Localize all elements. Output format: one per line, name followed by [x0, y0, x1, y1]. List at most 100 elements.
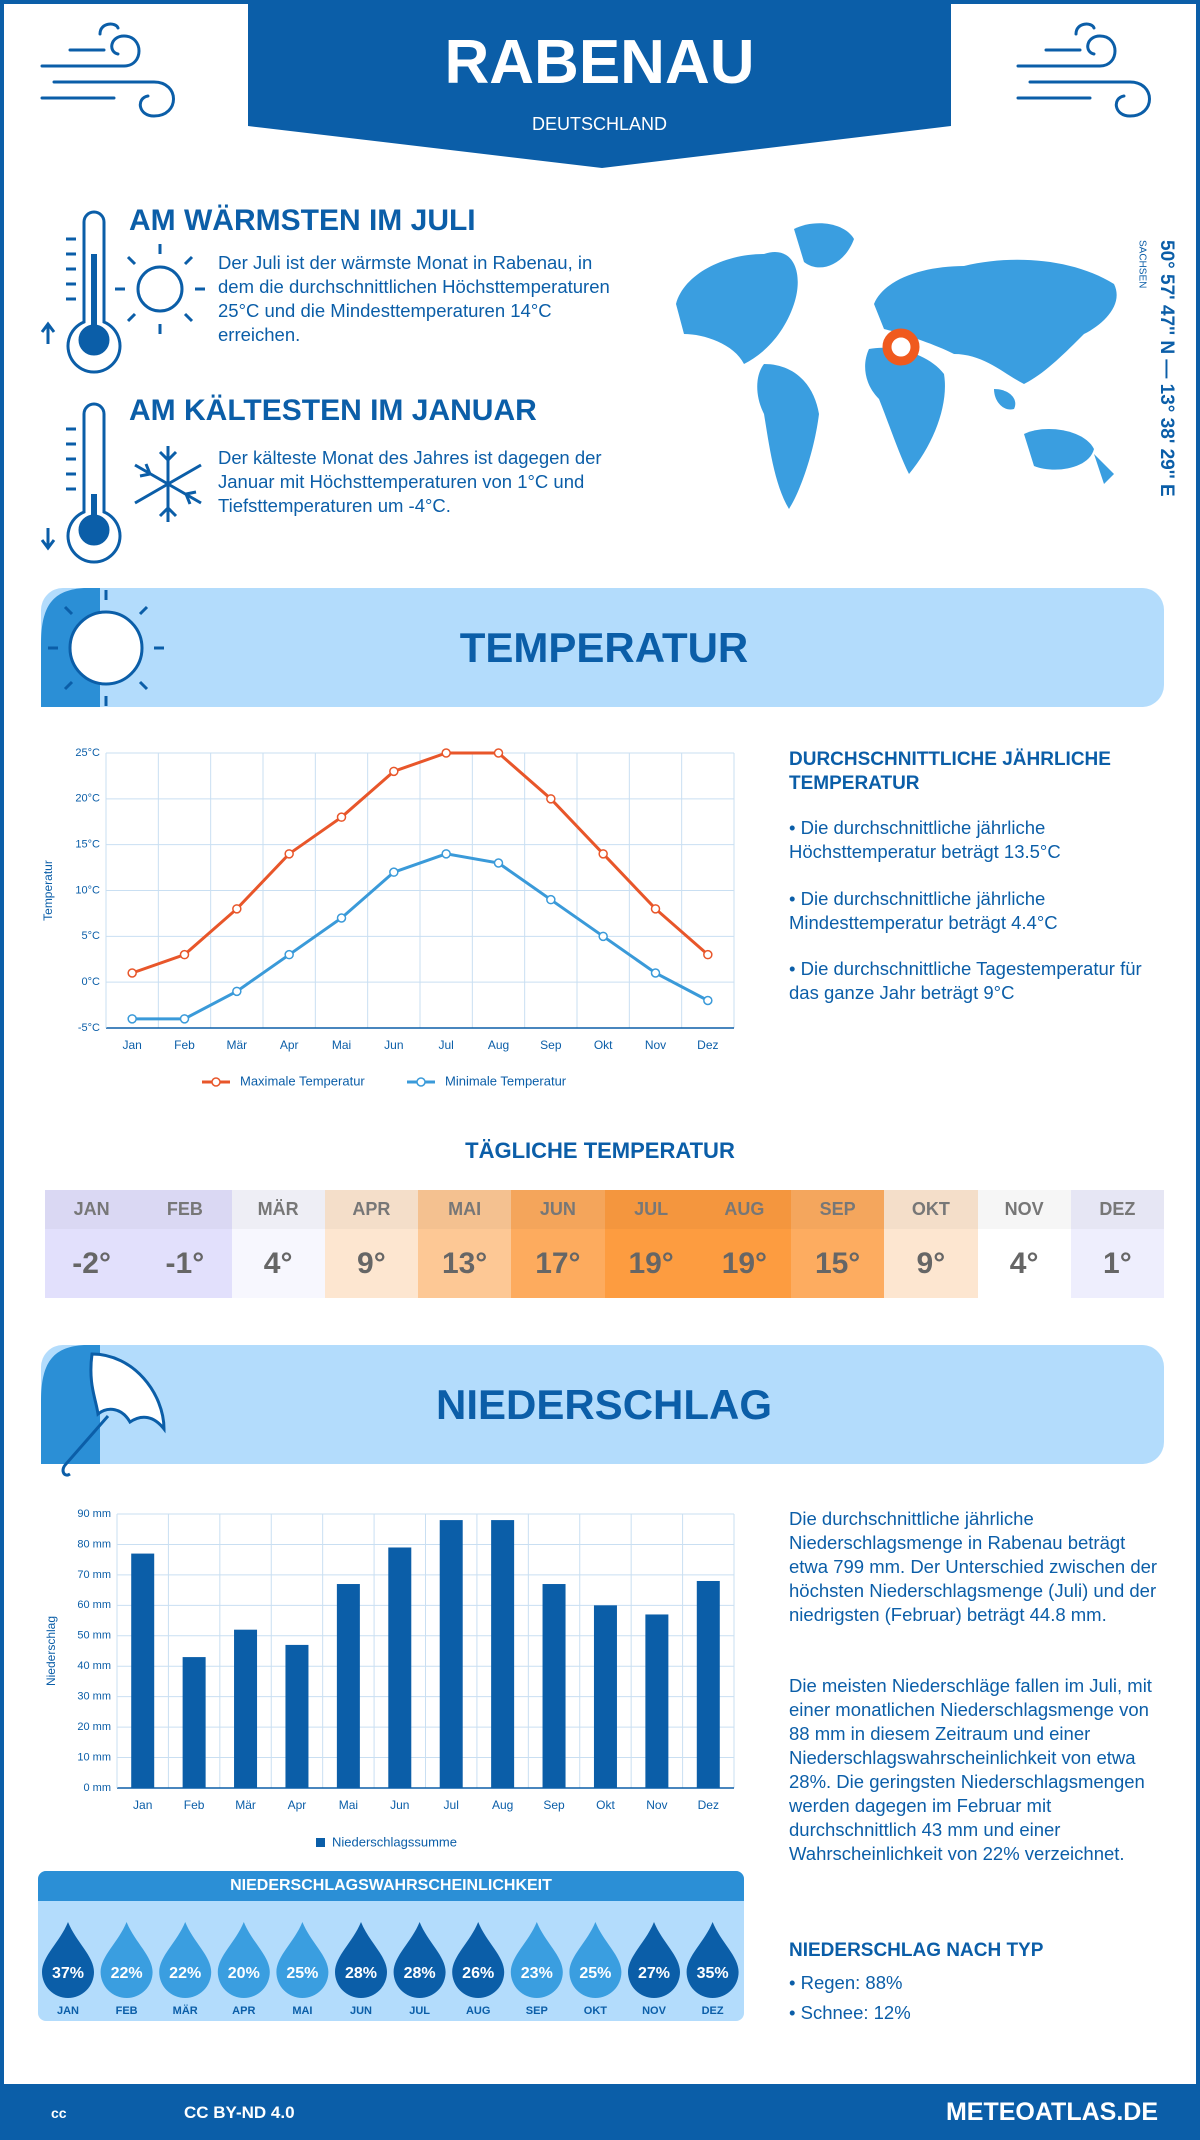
- point: [389, 766, 399, 777]
- x-tick-label: Jul: [444, 1798, 459, 1812]
- probability-month: SEP: [526, 2005, 548, 2017]
- rain-drop: [569, 1922, 622, 1999]
- temperature-summary-title: DURCHSCHNITTLICHE JÄHRLICHE TEMPERATUR: [789, 749, 1111, 794]
- warmest-text: Der Juli ist der wärmste Monat in Rabena…: [218, 252, 610, 345]
- point: [598, 849, 608, 859]
- rain-drop: [100, 1922, 153, 1999]
- y-tick-label: 80 mm: [77, 1538, 111, 1550]
- location-marker: [882, 328, 920, 366]
- month-label: FEB: [138, 1190, 232, 1229]
- y-tick-label: 30 mm: [77, 1691, 111, 1703]
- daily-column: JUN 17°: [511, 1190, 605, 1298]
- probability-month: DEZ: [702, 2005, 724, 2017]
- legend-swatch: [316, 1838, 325, 1847]
- daily-value: 13°: [441, 1246, 488, 1280]
- daily-column: APR 9°: [324, 1190, 418, 1298]
- bar: [285, 1644, 309, 1788]
- rain-drop: [686, 1922, 739, 1999]
- daily-column: NOV 4°: [977, 1190, 1071, 1298]
- probability-month: JUL: [409, 2005, 430, 2017]
- point: [493, 748, 504, 758]
- bar: [131, 1553, 155, 1788]
- legend-marker: [211, 1077, 221, 1087]
- city-title: RABENAU: [444, 28, 755, 97]
- y-tick-label: -5°C: [78, 1022, 100, 1034]
- x-tick-label: Aug: [492, 1798, 513, 1812]
- footer: [4, 2084, 1196, 2136]
- month-label: NOV: [977, 1190, 1071, 1229]
- point: [598, 931, 608, 942]
- daily-column: JUL 19°: [604, 1190, 698, 1298]
- point: [441, 849, 451, 859]
- bar: [182, 1657, 206, 1788]
- probability-value: 28%: [345, 1965, 377, 1982]
- wind-icon: [40, 22, 175, 118]
- x-tick-label: Nov: [645, 1038, 666, 1052]
- point: [232, 904, 242, 914]
- probability-value: 25%: [286, 1965, 318, 1982]
- probability-month: JUN: [350, 2005, 372, 2017]
- rain-drop: [217, 1922, 270, 1998]
- x-tick-label: Mai: [339, 1798, 358, 1812]
- precipitation-banner: [41, 1345, 1164, 1464]
- y-tick-label: 0°C: [82, 976, 101, 988]
- point: [650, 904, 661, 914]
- graphics: 37% JAN 22% FEB 22% MÄR 20% APR 25% MAI 28% JUN 28% J…: [38, 4, 1164, 2130]
- daily-column: JAN -2°: [45, 1190, 139, 1298]
- x-tick-label: Feb: [184, 1798, 205, 1812]
- precipitation-text: Die durchschnittliche jährliche Niedersc…: [789, 1508, 1158, 1625]
- legend-label: Maximale Temperatur: [240, 1073, 365, 1088]
- cc-icon-text: cc: [51, 2105, 67, 2121]
- y-tick-label: 70 mm: [77, 1569, 111, 1581]
- legend-marker: [416, 1077, 426, 1087]
- daily-column: MAI 13°: [418, 1190, 512, 1298]
- wind-icon: [1016, 22, 1151, 118]
- x-tick-label: Mär: [235, 1798, 256, 1812]
- thermometer-icon: [40, 402, 122, 564]
- bar: [439, 1520, 463, 1788]
- point: [441, 748, 451, 758]
- probability-title: NIEDERSCHLAGSWAHRSCHEINLICHKEIT: [230, 1877, 552, 1894]
- point: [493, 858, 504, 868]
- point: [546, 794, 556, 804]
- warmest-title: AM WÄRMSTEN IM JULI: [129, 204, 476, 237]
- bar: [696, 1580, 720, 1788]
- bar: [542, 1584, 566, 1788]
- point: [650, 968, 661, 978]
- precipitation-type: • Schnee: 12%: [789, 2002, 911, 2023]
- sun-icon: [115, 244, 205, 334]
- probability-month: FEB: [116, 2005, 138, 2017]
- banner-corner: [41, 1345, 100, 1464]
- x-tick-label: Okt: [594, 1038, 613, 1052]
- temperature-banner: [41, 588, 1164, 707]
- site-name[interactable]: METEOATLAS.DE: [946, 2098, 1158, 2126]
- daily-temperature-title: TÄGLICHE TEMPERATUR: [465, 1138, 735, 1163]
- x-tick-label: Apr: [280, 1038, 299, 1052]
- probability-month: JAN: [57, 2005, 79, 2017]
- temperature-bullet: • Die durchschnittliche Tagestemperatur …: [789, 958, 1142, 1003]
- daily-value: 9°: [916, 1246, 946, 1280]
- month-label: MAI: [418, 1190, 512, 1229]
- month-label: JUL: [604, 1190, 698, 1229]
- daily-column: DEZ 1°: [1070, 1190, 1164, 1298]
- probability-month: MÄR: [173, 2004, 198, 2017]
- daily-column: AUG 19°: [697, 1190, 791, 1298]
- x-tick-label: Sep: [540, 1038, 562, 1052]
- point: [336, 913, 347, 923]
- y-tick-label: 20°C: [75, 793, 100, 805]
- temperature-heading: TEMPERATUR: [459, 624, 749, 671]
- footer-text-layer: cc CC BY-ND 4.0 METEOATLAS.DE 50° 57' 47…: [51, 240, 1177, 2126]
- month-label: JAN: [45, 1190, 139, 1229]
- x-tick-label: Nov: [646, 1798, 667, 1812]
- y-tick-label: 25°C: [75, 747, 100, 759]
- point: [284, 849, 294, 859]
- probability-value: 22%: [111, 1965, 143, 1982]
- legend-label: Minimale Temperatur: [445, 1073, 567, 1088]
- point: [179, 1014, 190, 1024]
- banner-sun-icon: [48, 590, 164, 706]
- probability-value: 25%: [579, 1965, 611, 1982]
- x-tick-label: Dez: [698, 1798, 719, 1812]
- y-tick-label: 10°C: [75, 884, 100, 896]
